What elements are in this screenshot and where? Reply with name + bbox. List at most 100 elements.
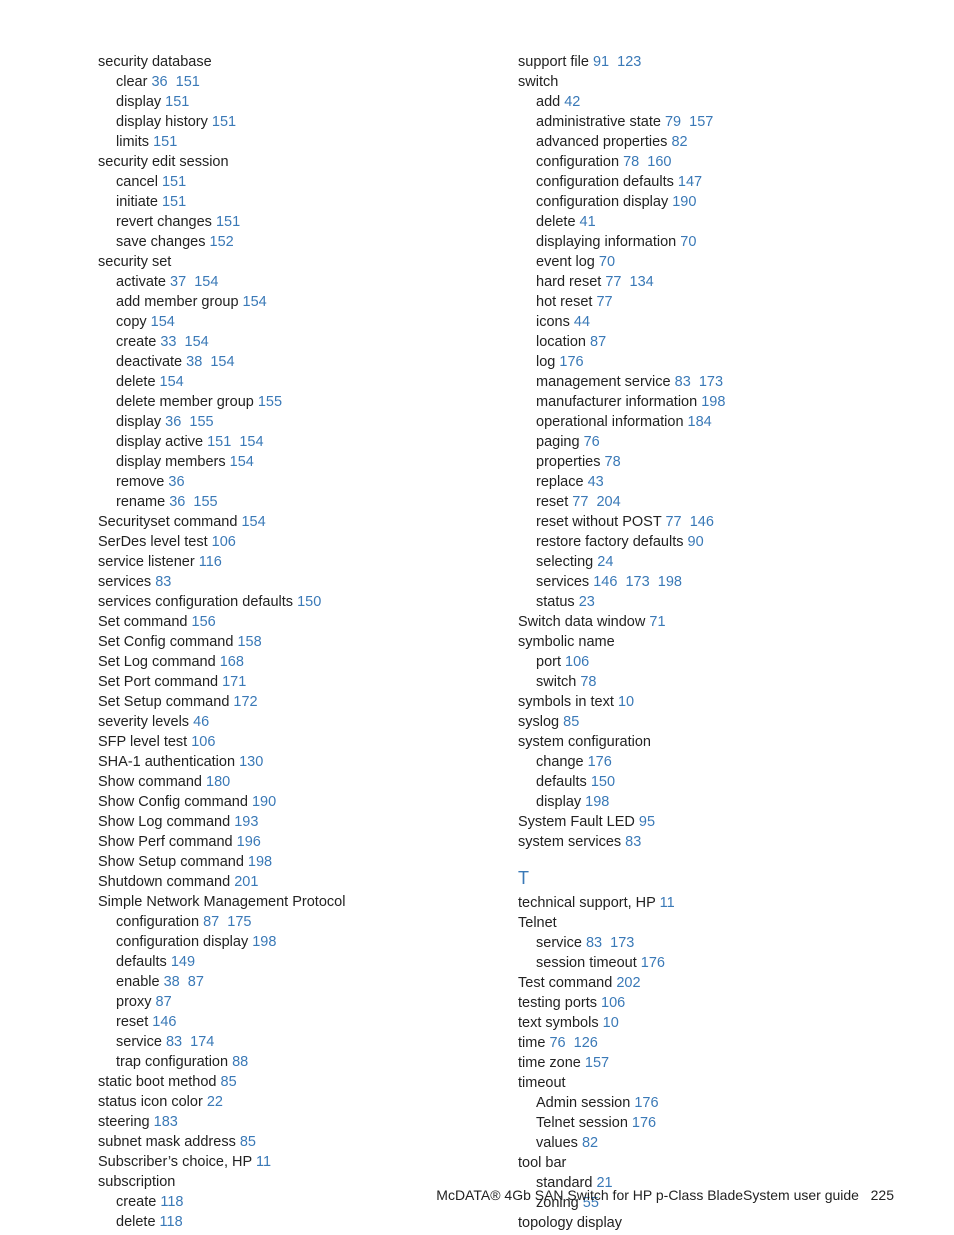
page-ref[interactable]: 149 [171, 954, 195, 970]
page-ref[interactable]: 204 [596, 494, 620, 510]
page-ref[interactable]: 152 [210, 234, 234, 250]
page-ref[interactable]: 10 [618, 694, 634, 710]
page-ref[interactable]: 22 [207, 1094, 223, 1110]
page-ref[interactable]: 46 [193, 714, 209, 730]
page-ref[interactable]: 43 [588, 474, 604, 490]
page-ref[interactable]: 83 [675, 374, 691, 390]
page-ref[interactable]: 190 [672, 194, 696, 210]
page-ref[interactable]: 83 [625, 834, 641, 850]
page-ref[interactable]: 173 [625, 574, 649, 590]
page-ref[interactable]: 156 [192, 614, 216, 630]
page-ref[interactable]: 198 [585, 794, 609, 810]
page-ref[interactable]: 76 [549, 1035, 565, 1051]
page-ref[interactable]: 154 [230, 454, 254, 470]
page-ref[interactable]: 82 [671, 134, 687, 150]
page-ref[interactable]: 180 [206, 774, 230, 790]
page-ref[interactable]: 151 [162, 174, 186, 190]
page-ref[interactable]: 146 [152, 1014, 176, 1030]
page-ref[interactable]: 24 [597, 554, 613, 570]
page-ref[interactable]: 176 [632, 1115, 656, 1131]
page-ref[interactable]: 154 [151, 314, 175, 330]
page-ref[interactable]: 147 [678, 174, 702, 190]
page-ref[interactable]: 87 [590, 334, 606, 350]
page-ref[interactable]: 146 [690, 514, 714, 530]
page-ref[interactable]: 176 [559, 354, 583, 370]
page-ref[interactable]: 151 [207, 434, 231, 450]
page-ref[interactable]: 154 [185, 334, 209, 350]
page-ref[interactable]: 201 [234, 874, 258, 890]
page-ref[interactable]: 23 [579, 594, 595, 610]
page-ref[interactable]: 70 [680, 234, 696, 250]
page-ref[interactable]: 36 [151, 74, 167, 90]
page-ref[interactable]: 118 [160, 1194, 183, 1210]
page-ref[interactable]: 116 [199, 554, 222, 570]
page-ref[interactable]: 78 [623, 154, 639, 170]
page-ref[interactable]: 87 [156, 994, 172, 1010]
page-ref[interactable]: 37 [170, 274, 186, 290]
page-ref[interactable]: 172 [233, 694, 257, 710]
page-ref[interactable]: 44 [574, 314, 590, 330]
page-ref[interactable]: 78 [580, 674, 596, 690]
page-ref[interactable]: 154 [160, 374, 184, 390]
page-ref[interactable]: 106 [601, 995, 625, 1011]
page-ref[interactable]: 155 [193, 494, 217, 510]
page-ref[interactable]: 193 [234, 814, 258, 830]
page-ref[interactable]: 173 [610, 935, 634, 951]
page-ref[interactable]: 10 [603, 1015, 619, 1031]
page-ref[interactable]: 130 [239, 754, 263, 770]
page-ref[interactable]: 78 [605, 454, 621, 470]
page-ref[interactable]: 38 [186, 354, 202, 370]
page-ref[interactable]: 95 [639, 814, 655, 830]
page-ref[interactable]: 155 [189, 414, 213, 430]
page-ref[interactable]: 41 [580, 214, 596, 230]
page-ref[interactable]: 151 [153, 134, 177, 150]
page-ref[interactable]: 198 [252, 934, 276, 950]
page-ref[interactable]: 171 [222, 674, 246, 690]
page-ref[interactable]: 90 [688, 534, 704, 550]
page-ref[interactable]: 38 [164, 974, 180, 990]
page-ref[interactable]: 157 [689, 114, 713, 130]
page-ref[interactable]: 176 [634, 1095, 658, 1111]
page-ref[interactable]: 36 [165, 414, 181, 430]
page-ref[interactable]: 77 [596, 294, 612, 310]
page-ref[interactable]: 87 [203, 914, 219, 930]
page-ref[interactable]: 198 [701, 394, 725, 410]
page-ref[interactable]: 198 [658, 574, 682, 590]
page-ref[interactable]: 134 [630, 274, 654, 290]
page-ref[interactable]: 151 [165, 94, 189, 110]
page-ref[interactable]: 83 [155, 574, 171, 590]
page-ref[interactable]: 106 [565, 654, 589, 670]
page-ref[interactable]: 85 [221, 1074, 237, 1090]
page-ref[interactable]: 118 [160, 1214, 183, 1230]
page-ref[interactable]: 79 [665, 114, 681, 130]
page-ref[interactable]: 151 [162, 194, 186, 210]
page-ref[interactable]: 150 [591, 774, 615, 790]
page-ref[interactable]: 157 [585, 1055, 609, 1071]
page-ref[interactable]: 77 [572, 494, 588, 510]
page-ref[interactable]: 151 [216, 214, 240, 230]
page-ref[interactable]: 87 [188, 974, 204, 990]
page-ref[interactable]: 176 [641, 955, 665, 971]
page-ref[interactable]: 154 [239, 434, 263, 450]
page-ref[interactable]: 168 [220, 654, 244, 670]
page-ref[interactable]: 91 [593, 54, 609, 70]
page-ref[interactable]: 42 [564, 94, 580, 110]
page-ref[interactable]: 83 [166, 1034, 182, 1050]
page-ref[interactable]: 154 [241, 514, 265, 530]
page-ref[interactable]: 158 [237, 634, 261, 650]
page-ref[interactable]: 196 [237, 834, 261, 850]
page-ref[interactable]: 126 [574, 1035, 598, 1051]
page-ref[interactable]: 71 [649, 614, 665, 630]
page-ref[interactable]: 184 [688, 414, 712, 430]
page-ref[interactable]: 202 [616, 975, 640, 991]
page-ref[interactable]: 175 [227, 914, 251, 930]
page-ref[interactable]: 155 [258, 394, 282, 410]
page-ref[interactable]: 106 [191, 734, 215, 750]
page-ref[interactable]: 76 [584, 434, 600, 450]
page-ref[interactable]: 154 [210, 354, 234, 370]
page-ref[interactable]: 33 [160, 334, 176, 350]
page-ref[interactable]: 77 [605, 274, 621, 290]
page-ref[interactable]: 151 [212, 114, 236, 130]
page-ref[interactable]: 70 [599, 254, 615, 270]
page-ref[interactable]: 150 [297, 594, 321, 610]
